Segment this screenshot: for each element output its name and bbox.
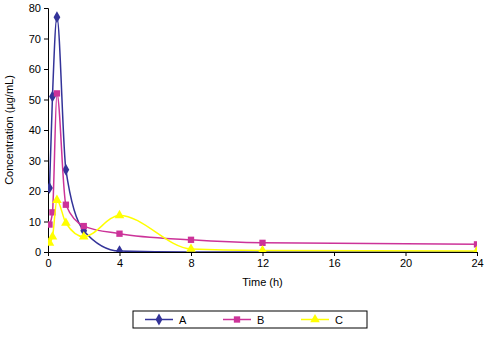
chart: 0 4 8 12 16 20 24 0 10 20 30 40 50 60 70 80 Time (h) Conc… xyxy=(0,0,500,345)
series-marker xyxy=(186,243,196,251)
y-tick-label: 50 xyxy=(29,94,41,106)
x-tick-mark xyxy=(263,252,264,256)
series-marker xyxy=(48,221,53,227)
x-tick: 4 xyxy=(117,252,123,269)
series-line xyxy=(49,200,477,251)
y-tick: 60 xyxy=(29,63,48,75)
series-marker xyxy=(48,182,53,194)
series-marker xyxy=(472,246,477,252)
series-marker xyxy=(188,237,194,243)
y-axis-line xyxy=(44,9,49,253)
legend-item: B xyxy=(223,314,264,326)
y-tick-mark xyxy=(44,191,48,192)
series-marker xyxy=(81,223,87,229)
series-marker xyxy=(61,217,71,225)
y-tick-label: 30 xyxy=(29,155,41,167)
x-tick: 0 xyxy=(45,252,51,269)
y-tick-label: 0 xyxy=(35,246,41,258)
y-tick-label: 20 xyxy=(29,185,41,197)
legend-marker xyxy=(310,314,320,322)
legend-label: A xyxy=(179,314,187,326)
y-tick-label: 80 xyxy=(29,2,41,14)
series-marker xyxy=(116,231,122,237)
series-line xyxy=(49,93,477,244)
x-tick: 24 xyxy=(471,252,483,269)
x-tick-mark xyxy=(477,252,478,256)
y-tick-mark xyxy=(44,130,48,131)
y-tick-mark xyxy=(44,222,48,223)
y-tick-mark xyxy=(44,161,48,162)
series-marker xyxy=(258,245,268,252)
legend-marker xyxy=(234,316,240,322)
y-tick-mark xyxy=(44,8,48,9)
y-tick: 50 xyxy=(29,94,48,106)
series-marker xyxy=(54,11,61,23)
x-tick-label: 16 xyxy=(328,257,340,269)
y-axis-title: Concentration (µg/mL) xyxy=(3,75,15,185)
y-tick-mark xyxy=(44,39,48,40)
series-line xyxy=(49,17,477,252)
x-axis: 0 4 8 12 16 20 24 xyxy=(45,252,483,269)
y-axis: 0 10 20 30 40 50 60 70 80 xyxy=(29,2,49,258)
x-axis-line xyxy=(49,253,478,257)
y-tick-mark xyxy=(44,69,48,70)
series xyxy=(48,90,477,247)
series-group xyxy=(48,11,477,252)
y-tick-mark xyxy=(44,252,48,253)
x-tick-mark xyxy=(406,252,407,256)
x-tick-mark xyxy=(120,252,121,256)
x-tick-label: 20 xyxy=(400,257,412,269)
plot: 0 4 8 12 16 20 24 0 10 20 30 40 50 60 70 80 xyxy=(29,2,484,269)
x-tick-label: 12 xyxy=(257,257,269,269)
x-tick-label: 8 xyxy=(188,257,194,269)
series-marker xyxy=(79,231,89,239)
legend-box xyxy=(133,311,367,328)
x-tick: 20 xyxy=(400,252,412,269)
x-tick-mark xyxy=(191,252,192,256)
y-tick-label: 70 xyxy=(29,33,41,45)
y-tick-label: 40 xyxy=(29,124,41,136)
series-marker xyxy=(63,202,69,208)
y-tick-mark xyxy=(44,100,48,101)
x-tick-label: 24 xyxy=(471,257,483,269)
y-tick: 0 xyxy=(35,246,48,258)
series-marker xyxy=(116,245,123,252)
y-tick: 40 xyxy=(29,124,48,136)
x-axis-title: Time (h) xyxy=(242,276,283,288)
legend-label: B xyxy=(257,314,264,326)
x-tick: 12 xyxy=(257,252,269,269)
series-marker xyxy=(115,210,125,218)
y-tick: 20 xyxy=(29,185,48,197)
y-tick-label: 10 xyxy=(29,216,41,228)
legend: A B C xyxy=(133,311,367,328)
series xyxy=(48,195,477,252)
legend-item: C xyxy=(301,314,343,326)
legend-item: A xyxy=(145,314,187,326)
x-tick-label: 0 xyxy=(45,257,51,269)
legend-label: C xyxy=(335,314,343,326)
y-tick: 70 xyxy=(29,33,48,45)
x-tick-mark xyxy=(334,252,335,256)
y-tick: 30 xyxy=(29,155,48,167)
series xyxy=(48,11,477,252)
series-marker xyxy=(54,90,60,96)
legend-marker xyxy=(156,314,163,326)
series-marker xyxy=(48,231,57,239)
x-tick: 16 xyxy=(328,252,340,269)
y-tick: 80 xyxy=(29,2,48,14)
y-tick-label: 60 xyxy=(29,63,41,75)
y-tick: 10 xyxy=(29,216,48,228)
x-tick-label: 4 xyxy=(117,257,123,269)
x-tick: 8 xyxy=(188,252,194,269)
series-marker xyxy=(52,195,62,203)
